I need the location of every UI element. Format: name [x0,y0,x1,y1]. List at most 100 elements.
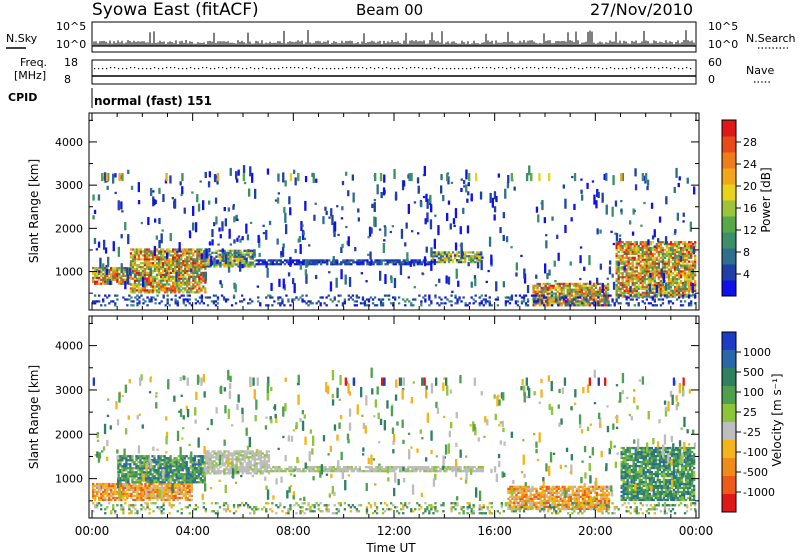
rti-cell [675,262,679,265]
rti-cell [602,304,606,307]
rti-cell [192,291,195,294]
rti-cell [155,265,159,269]
rti-cell [677,287,681,291]
rti-cell [617,256,620,259]
rti-cell [575,296,578,299]
rti-cell [239,269,242,272]
rti-cell [204,296,208,299]
rti-cell [545,246,548,249]
rti-cell [335,281,338,284]
rti-cell [507,174,510,178]
rti-cell [615,266,618,269]
rti-cell [307,261,311,264]
rti-cell [196,200,199,203]
rti-cell [603,175,606,179]
rti-cell [311,302,314,305]
rti-cell [673,270,677,273]
rti-cell [464,261,467,264]
rti-cell [669,281,673,285]
rti-cell [263,259,266,262]
nave-dot [398,68,400,70]
rti-cell [588,304,592,307]
rti-cell [186,248,189,251]
rti-cell [221,250,224,253]
rti-cell [506,296,510,299]
rti-cell [690,304,693,307]
rti-cell [604,296,608,299]
rti-cell [576,294,580,297]
rti-cell [142,279,145,282]
rti-cell [176,265,179,269]
rti-cell [625,276,628,279]
rti-cell [641,281,644,285]
rti-cell [236,218,239,222]
rti-cell [133,252,137,255]
rti-cell [389,230,393,234]
rti-cell [153,269,157,273]
rti-cell [139,275,143,278]
rti-cell [603,294,606,297]
rti-cell [649,258,653,261]
rti-cell [669,250,673,254]
rti-cell [534,296,537,299]
rti-cell [694,285,697,289]
rti-cell [158,240,161,243]
rti-cell [608,270,612,273]
rti-cell [667,295,671,298]
rti-cell [166,287,169,290]
rti-cell [627,304,630,307]
rti-cell [430,208,433,211]
rti-cell [202,285,205,288]
rti-cell [333,234,336,238]
rti-cell [231,259,234,262]
rti-cell [629,256,632,259]
rti-cell [304,269,308,272]
rti-cell [108,294,111,297]
rti-cell [198,296,202,299]
rti-cell [651,285,655,289]
rti-cell [295,261,299,264]
rti-cell [675,283,679,287]
rti-cell [284,218,287,221]
rti-cell [166,294,169,297]
rti-cell [639,276,642,279]
rti-cell [683,268,687,271]
rti-cell [474,261,477,264]
rti-cell [110,278,113,281]
rti-cell [558,292,561,295]
rti-cell [639,295,642,298]
rti-cell [496,298,500,301]
rti-cell [170,279,173,282]
nave-dot [114,67,116,69]
rti-cell [635,241,638,244]
rti-cell [474,294,477,297]
rti-cell [235,173,238,176]
rti-cell [283,304,286,307]
rti-cell [623,252,626,256]
rti-cell [637,254,640,257]
rti-cell [353,300,357,303]
rti-cell [480,253,483,256]
rti-cell [568,284,572,287]
rti-cell [671,302,675,305]
rti-cell [502,281,506,284]
rti-cell [304,179,308,183]
rti-cell [437,229,440,232]
rti-cell [217,243,220,246]
rti-cell [106,282,109,285]
rti-cell [243,261,246,264]
rti-cell [169,181,172,184]
rti-cell [625,272,628,275]
rti-cell [209,253,212,256]
rti-cell [129,256,133,259]
rti-cell [186,279,189,282]
rti-cell [188,264,191,267]
rti-cell [369,263,372,266]
rti-cell [142,302,145,305]
rti-cell [181,188,184,191]
rti-cell [510,294,514,297]
rti-cell [174,262,177,265]
rti-cell [612,180,615,184]
rti-cell [441,251,445,254]
rti-cell [433,253,437,256]
